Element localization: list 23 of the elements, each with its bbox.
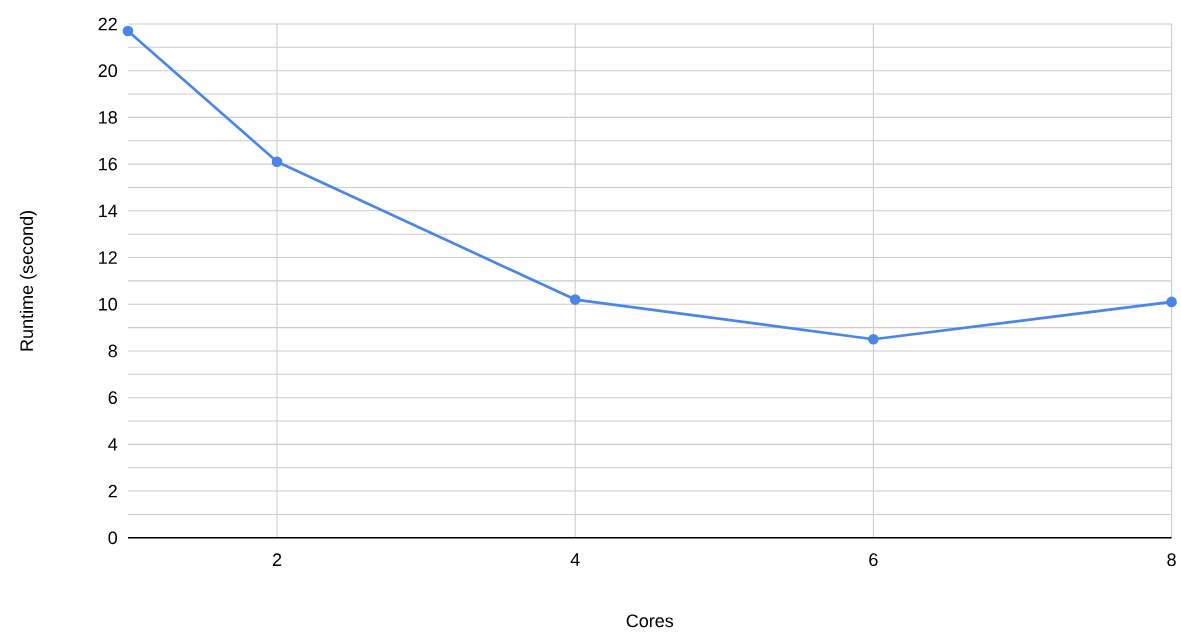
y-tick-label: 8 <box>108 344 117 358</box>
x-axis-title: Cores <box>626 614 674 628</box>
y-tick-label: 20 <box>98 64 118 78</box>
y-tick-label: 16 <box>99 157 117 171</box>
y-axis-title: Runtime (second) <box>19 211 37 351</box>
y-tick-label: 6 <box>108 391 117 405</box>
x-tick-label: 2 <box>272 553 282 567</box>
y-tick-label: 10 <box>99 298 118 311</box>
point <box>868 334 879 345</box>
x-tick-label: 4 <box>570 553 580 566</box>
point <box>271 156 283 168</box>
y-tick-label: 22 <box>98 17 117 31</box>
y-tick-label: 18 <box>99 111 117 124</box>
y-tick-label: 12 <box>99 251 117 264</box>
point <box>1166 296 1177 308</box>
point <box>122 25 134 37</box>
y-tick-label: 4 <box>108 438 118 451</box>
y-tick-label: 2 <box>108 484 117 498</box>
point <box>569 294 581 306</box>
y-tick-label: 0 <box>108 531 118 545</box>
x-tick-label: 6 <box>869 553 878 567</box>
y-tick-label: 14 <box>99 204 118 218</box>
x-tick-label: 8 <box>1167 553 1176 567</box>
